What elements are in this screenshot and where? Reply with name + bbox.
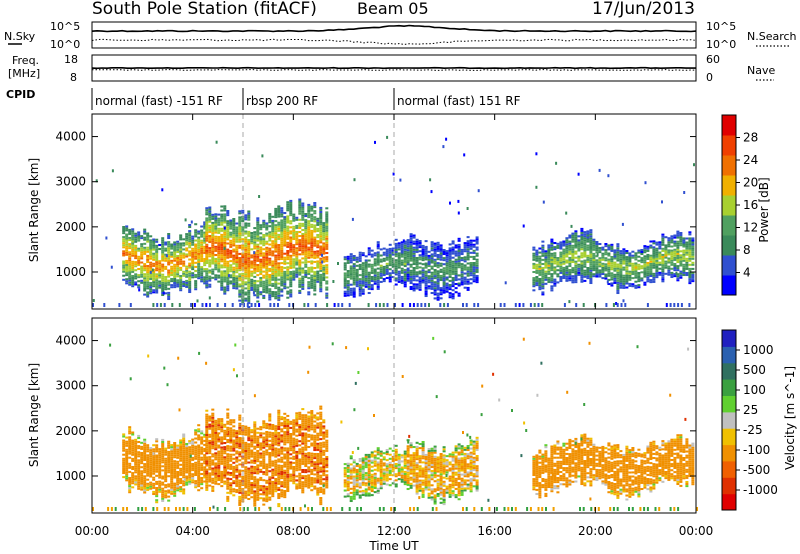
colorbar-tick-label: -100 <box>743 443 770 457</box>
y-tick-label: 1000 <box>55 469 86 483</box>
nsearch-tick-bottom: 10^0 <box>706 38 736 51</box>
station-title: South Pole Station (fitACF) <box>92 0 317 19</box>
colorbar-tick-label: 500 <box>743 363 766 377</box>
colorbar-tick-label: 8 <box>743 243 751 257</box>
nsky-trace <box>91 24 697 33</box>
power-colorbar: 4 8 12 16 20 24 28 <box>721 114 758 296</box>
colorbar-tick-label: 12 <box>743 221 758 235</box>
nave-tick-top: 60 <box>706 53 720 66</box>
nsky-tick-bottom: 10^0 <box>50 38 80 51</box>
colorbar-tick-label: 25 <box>743 403 758 417</box>
y-tick-label: 3000 <box>55 379 86 393</box>
x-tick-label: 08:00 <box>276 524 311 538</box>
x-axis-title: Time UT <box>368 539 419 553</box>
nsearch-label: N.Search <box>747 30 797 43</box>
y-tick-label: 1000 <box>55 265 86 279</box>
power-y-axis-title: Slant Range [km] <box>27 158 41 262</box>
freq-unit-label: [MHz] <box>8 67 40 80</box>
colorbar-tick-label: 28 <box>743 131 758 145</box>
freq-tick-top: 18 <box>64 53 78 66</box>
x-tick-label: 00:00 <box>75 524 110 538</box>
y-tick-label: 4000 <box>55 130 86 144</box>
nsearch-trace <box>91 38 697 46</box>
y-tick-label: 2000 <box>55 220 86 234</box>
x-tick-label: 12:00 <box>377 524 412 538</box>
colorbar-tick-label: 4 <box>743 266 751 280</box>
nsky-panel: 10^5 10^0 10^5 10^0 <box>50 20 736 51</box>
nave-tick-bottom: 0 <box>706 71 713 84</box>
nsky-tick-top: 10^5 <box>50 20 80 33</box>
colorbar-tick-label: 20 <box>743 176 758 190</box>
nsky-label: N.Sky <box>4 30 36 43</box>
x-tick-label: 00:00 <box>679 524 714 538</box>
cpid-label: CPID <box>6 88 35 101</box>
freq-tick-bottom: 8 <box>70 71 77 84</box>
colorbar-tick-label: 16 <box>743 198 758 212</box>
colorbar-tick-label: 24 <box>743 153 758 167</box>
y-tick-label: 4000 <box>55 334 86 348</box>
velocity-echoes <box>92 336 698 511</box>
colorbar-tick-label: -500 <box>743 463 770 477</box>
power-colorbar-label: Power [dB] <box>757 177 771 242</box>
power-panel <box>91 113 697 310</box>
velocity-colorbar: -1000 -500 -100 -25 25 100 500 1000 <box>721 329 778 511</box>
nave-trace <box>91 69 697 71</box>
colorbar-tick-label: 100 <box>743 383 766 397</box>
date-title: 17/Jun/2013 <box>592 0 695 19</box>
freq-panel: 18 8 60 0 <box>64 53 720 84</box>
velocity-colorbar-label: Velocity [m s^-1] <box>783 366 797 470</box>
colorbar-tick-label: -1000 <box>743 483 778 497</box>
mode-label: rbsp 200 RF <box>246 94 318 108</box>
x-tick-label: 16:00 <box>477 524 512 538</box>
velocity-y-axis-title: Slant Range [km] <box>27 363 41 467</box>
mode-label: normal (fast) 151 RF <box>397 94 521 108</box>
y-tick-label: 3000 <box>55 175 86 189</box>
colorbar-tick-label: 1000 <box>743 343 774 357</box>
y-tick-label: 2000 <box>55 424 86 438</box>
beam-title: Beam 05 <box>357 0 429 18</box>
power-echoes <box>92 135 695 309</box>
cpid-mode-strip: normal (fast) -151 RF rbsp 200 RF normal (… <box>91 88 521 110</box>
mode-label: normal (fast) -151 RF <box>95 94 223 108</box>
freq-trace <box>91 66 697 70</box>
velocity-panel <box>91 317 698 514</box>
nsearch-tick-top: 10^5 <box>706 20 736 33</box>
x-tick-label: 04:00 <box>175 524 210 538</box>
freq-label: Freq. <box>12 54 39 67</box>
colorbar-tick-label: -25 <box>743 423 763 437</box>
nave-label: Nave <box>747 64 775 77</box>
x-tick-label: 20:00 <box>578 524 613 538</box>
